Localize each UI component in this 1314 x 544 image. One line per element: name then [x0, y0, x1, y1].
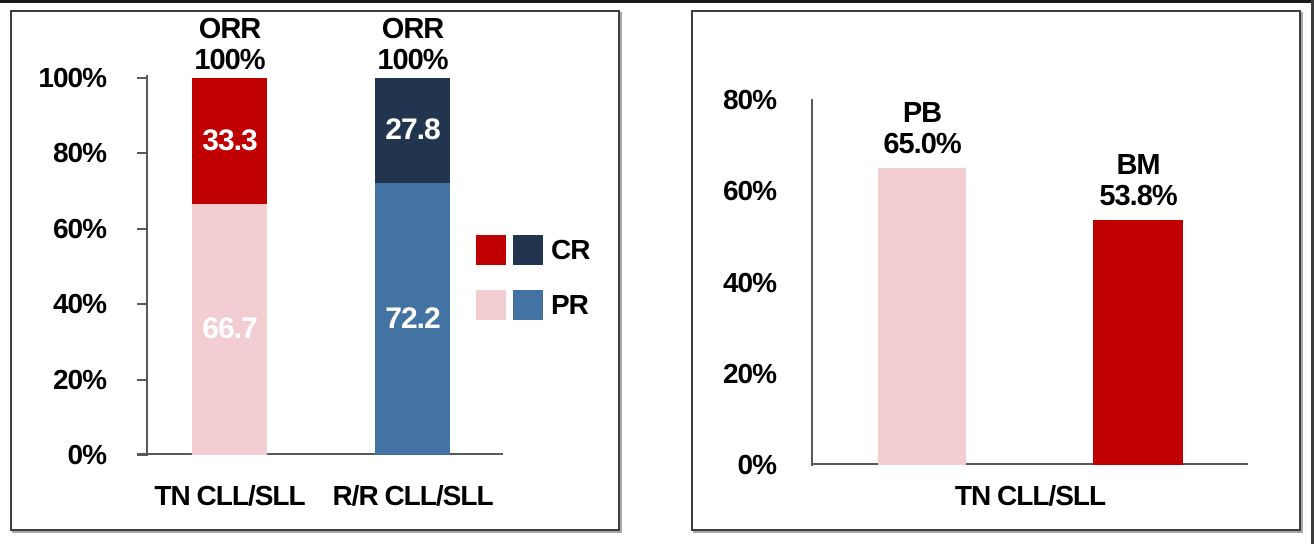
legend-label: PR [551, 289, 589, 320]
page-right-edge-line [1311, 0, 1314, 544]
right-chart-y-axis [811, 99, 813, 466]
y-axis-tick-label: 80% [722, 84, 777, 115]
y-axis-tick-label: 0% [737, 449, 777, 480]
bar-total-title: ORR [198, 13, 261, 45]
y-axis-tick-label: 100% [38, 62, 107, 93]
bar-segment-pr [375, 182, 450, 455]
bar-segment-pr [192, 203, 267, 455]
y-axis-tick-mark [137, 227, 147, 230]
y-axis-tick-mark [137, 152, 147, 155]
left-chart-x-axis [137, 453, 503, 455]
pb-bm-chart-panel [691, 10, 1301, 531]
legend-swatch-pr-0 [476, 290, 506, 320]
y-axis-tick-label: 80% [52, 137, 107, 169]
y-axis-tick-label: 40% [722, 266, 777, 298]
page-top-edge-line [0, 0, 1311, 3]
segment-value-label-cr: 33.3 [202, 123, 257, 157]
legend-swatch-cr-1 [513, 235, 543, 265]
y-axis-tick-label: 20% [52, 363, 107, 395]
orr-stacked-chart-panel [10, 10, 620, 531]
y-axis-tick-label: 0% [67, 439, 107, 470]
bar-value-label: 53.8% [1099, 179, 1177, 212]
segment-value-label-cr: 27.8 [385, 113, 440, 147]
category-label: TN CLL/SLL [154, 480, 305, 511]
y-axis-tick-label: 60% [722, 175, 777, 207]
y-axis-tick-mark [137, 77, 147, 79]
bar-name-label: BM [1116, 148, 1160, 181]
right-chart-x-axis [811, 463, 1248, 465]
left-chart-y-axis [146, 75, 148, 456]
segment-value-label-pr: 72.2 [385, 301, 440, 335]
bar-name-label: PB [902, 97, 942, 130]
y-axis-tick-mark [137, 454, 147, 456]
y-axis-tick-mark [137, 378, 147, 381]
y-axis-tick-label: 20% [722, 357, 777, 389]
bar-total-value: 100% [377, 44, 448, 76]
y-axis-tick-label: 40% [52, 288, 107, 320]
bar-total-title: ORR [381, 13, 444, 45]
category-label: TN CLL/SLL [954, 480, 1106, 511]
bar-segment-cr [192, 78, 267, 204]
category-label: R/R CLL/SLL [332, 480, 493, 511]
y-axis-tick-mark [137, 303, 147, 306]
bar-bm [1093, 219, 1183, 465]
bar-total-value: 100% [194, 44, 265, 76]
bar-pb [878, 168, 966, 465]
legend-swatch-cr-0 [476, 235, 506, 265]
segment-value-label-pr: 66.7 [202, 312, 257, 346]
bar-segment-cr [375, 78, 450, 183]
legend-label: CR [551, 234, 590, 265]
y-axis-tick-label: 60% [52, 212, 107, 244]
legend-swatch-pr-1 [513, 290, 543, 320]
bar-value-label: 65.0% [883, 128, 961, 161]
